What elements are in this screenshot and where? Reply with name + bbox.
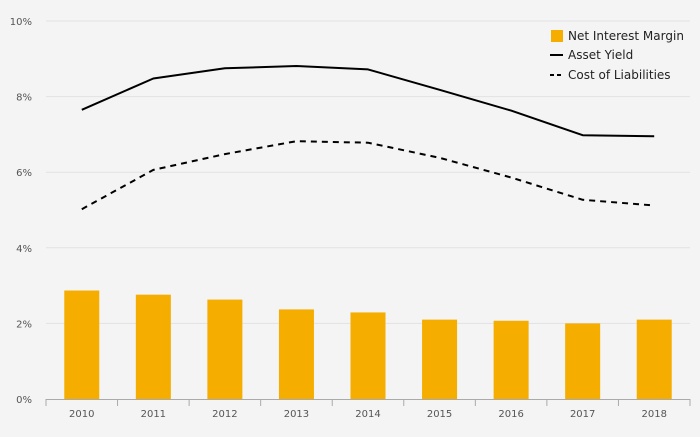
x-tick-label: 2017 <box>570 409 595 420</box>
bar-net-interest-margin <box>565 323 601 399</box>
x-axis: 2010 2011 2012 2013 2014 2015 2016 2017 2018 <box>45 399 691 420</box>
bar-net-interest-margin <box>493 320 529 399</box>
x-tick-label: 2012 <box>212 409 237 420</box>
legend-swatch-net-interest-margin <box>551 30 563 42</box>
y-axis-ticks: 0% 2% 4% 6% 8% 10% <box>10 17 32 406</box>
legend-label-net-interest-margin: Net Interest Margin <box>568 29 684 43</box>
x-tick-label: 2013 <box>284 409 309 420</box>
line-cost-of-liabilities <box>81 140 655 211</box>
legend: Net Interest Margin Asset Yield Cost of … <box>550 29 684 82</box>
y-tick-label: 4% <box>16 244 32 255</box>
bar-net-interest-margin <box>422 319 458 399</box>
x-tick-label: 2016 <box>498 409 523 420</box>
x-tick-label: 2014 <box>355 409 380 420</box>
y-tick-label: 2% <box>16 319 32 330</box>
line-series <box>81 65 655 211</box>
x-tick-label: 2010 <box>69 409 94 420</box>
line-asset-yield <box>81 65 655 138</box>
bar-net-interest-margin <box>278 309 314 399</box>
y-tick-label: 8% <box>16 93 32 104</box>
bar-net-interest-margin <box>64 290 100 399</box>
bar-net-interest-margin <box>636 319 672 399</box>
y-tick-label: 6% <box>16 168 32 179</box>
x-tick-label: 2011 <box>141 409 166 420</box>
y-tick-label: 10% <box>10 17 32 28</box>
x-tick-label: 2018 <box>641 409 666 420</box>
bar-series <box>64 290 672 399</box>
bar-net-interest-margin <box>207 299 243 399</box>
bar-net-interest-margin <box>350 312 386 399</box>
legend-label-cost-of-liabilities: Cost of Liabilities <box>568 68 671 82</box>
x-tick-label: 2015 <box>427 409 452 420</box>
bar-net-interest-margin <box>135 294 171 399</box>
y-tick-label: 0% <box>16 395 32 406</box>
legend-label-asset-yield: Asset Yield <box>568 48 633 62</box>
gridlines <box>46 20 690 324</box>
